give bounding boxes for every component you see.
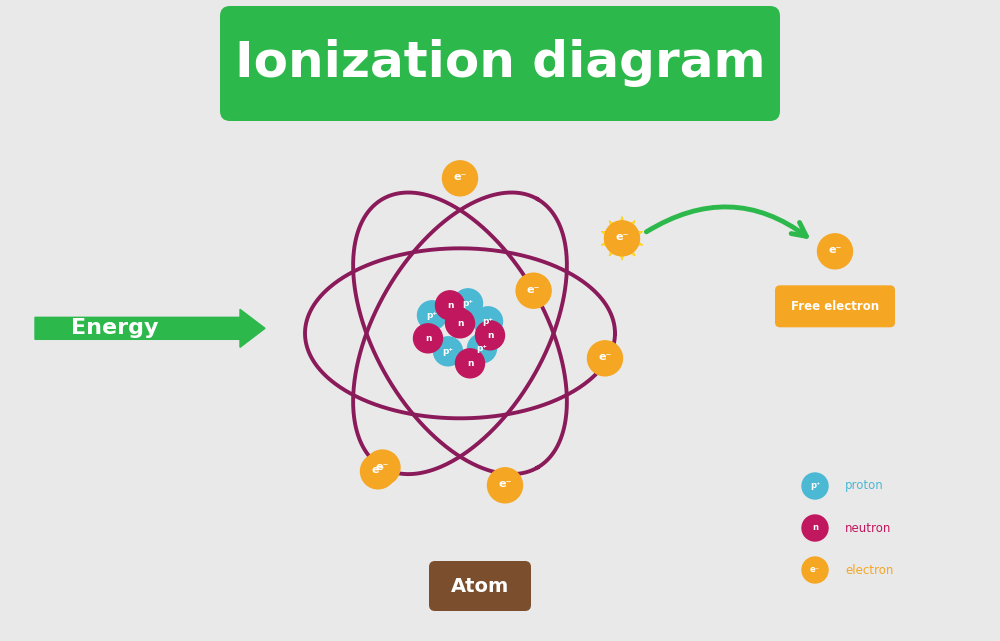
Circle shape <box>488 468 522 503</box>
Text: e⁻: e⁻ <box>615 232 629 242</box>
Polygon shape <box>601 216 643 260</box>
Text: n: n <box>425 334 431 343</box>
Circle shape <box>476 320 505 350</box>
Circle shape <box>414 324 442 353</box>
Circle shape <box>474 307 503 336</box>
Circle shape <box>361 454 396 489</box>
FancyArrow shape <box>35 310 265 347</box>
Text: p⁺: p⁺ <box>483 317 494 326</box>
Text: neutron: neutron <box>845 522 891 535</box>
FancyBboxPatch shape <box>429 561 531 611</box>
Circle shape <box>802 473 828 499</box>
Text: n: n <box>812 524 818 533</box>
Circle shape <box>418 301 446 330</box>
Text: e⁻: e⁻ <box>453 172 467 182</box>
Text: n: n <box>487 331 493 340</box>
Circle shape <box>802 557 828 583</box>
Text: Energy: Energy <box>71 319 159 338</box>
Circle shape <box>365 450 400 485</box>
Text: e⁻: e⁻ <box>498 479 512 489</box>
Text: n: n <box>457 319 463 328</box>
Text: electron: electron <box>845 563 893 576</box>
Text: e⁻: e⁻ <box>376 462 389 472</box>
Circle shape <box>588 341 623 376</box>
Circle shape <box>446 309 475 338</box>
Text: Free electron: Free electron <box>791 300 879 313</box>
Text: p⁺: p⁺ <box>443 347 454 356</box>
Circle shape <box>443 161 478 196</box>
Circle shape <box>434 337 463 366</box>
Text: e⁻: e⁻ <box>810 565 820 574</box>
Circle shape <box>456 349 484 378</box>
Text: p⁺: p⁺ <box>426 311 438 320</box>
Circle shape <box>818 234 852 269</box>
Circle shape <box>468 334 496 363</box>
Text: e⁻: e⁻ <box>598 353 612 362</box>
Text: Atom: Atom <box>451 576 509 595</box>
Circle shape <box>802 515 828 541</box>
Circle shape <box>604 221 640 256</box>
FancyBboxPatch shape <box>775 285 895 328</box>
Circle shape <box>454 289 483 318</box>
Text: e⁻: e⁻ <box>371 465 385 476</box>
Circle shape <box>436 291 465 320</box>
Text: e⁻: e⁻ <box>527 285 540 295</box>
Text: n: n <box>467 359 473 368</box>
Text: e⁻: e⁻ <box>828 246 842 255</box>
Text: p⁺: p⁺ <box>463 299 474 308</box>
Text: n: n <box>447 301 453 310</box>
Text: proton: proton <box>845 479 884 492</box>
FancyBboxPatch shape <box>220 6 780 121</box>
Text: p⁺: p⁺ <box>477 344 488 353</box>
FancyArrowPatch shape <box>646 207 806 237</box>
Circle shape <box>516 273 551 308</box>
Text: Ionization diagram: Ionization diagram <box>235 39 765 87</box>
Text: p⁺: p⁺ <box>810 481 820 490</box>
